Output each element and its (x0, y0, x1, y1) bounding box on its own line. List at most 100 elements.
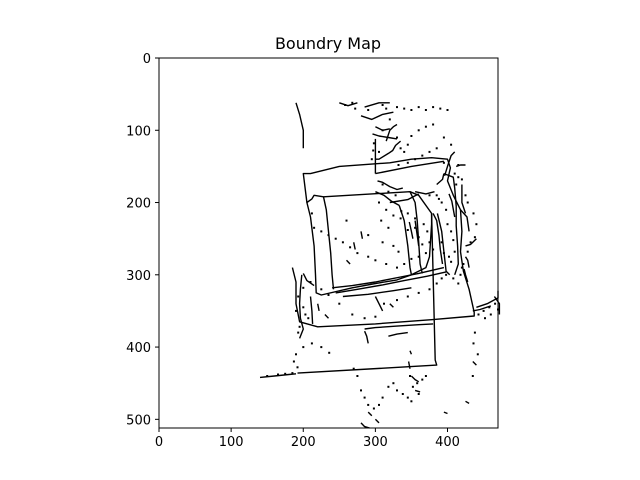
edge-pixel (417, 393, 420, 395)
edge-pixel (356, 252, 359, 255)
edge-line (463, 268, 469, 283)
edge-line (409, 191, 423, 274)
chart-title: Boundry Map (275, 34, 381, 53)
edge-pixel (445, 273, 448, 276)
x-tick-label: 400 (435, 435, 460, 450)
edge-pixel (302, 286, 305, 289)
y-tick-label: 500 (126, 413, 151, 428)
y-tick-label: 300 (126, 269, 151, 284)
edge-pixel (428, 194, 431, 197)
edge-pixel (277, 373, 279, 376)
edge-pixel (374, 259, 377, 262)
edge-pixel (453, 250, 456, 253)
edge-pixel (432, 248, 435, 251)
edge-line (407, 361, 411, 369)
plot-area (158, 57, 501, 429)
edge-pixel (351, 313, 354, 316)
edge-pixel (414, 158, 417, 161)
edge-pixel (310, 212, 313, 215)
edge-pixel (428, 241, 431, 244)
edge-line (298, 274, 304, 339)
edge-pixel (370, 158, 373, 161)
edge-pixel (372, 142, 375, 145)
edge-pixel (297, 331, 300, 334)
edge-pixel (445, 208, 448, 211)
edge-pixel (327, 294, 330, 296)
edge-pixel (410, 135, 413, 137)
edge-pixel (292, 360, 295, 363)
edge-pixel (349, 246, 352, 249)
edge-pixel (450, 260, 453, 263)
edge-line (410, 375, 420, 383)
edge-pixel (363, 317, 366, 320)
edge-pixel (304, 313, 307, 316)
edge-pixel (484, 317, 486, 320)
edge-line (372, 133, 398, 140)
edge-line (363, 330, 369, 344)
edge-pixel (428, 150, 431, 153)
edge-pixel (432, 106, 435, 109)
edge-pixel (457, 176, 460, 179)
edge-pixel (406, 396, 409, 399)
x-tick-label: 100 (219, 435, 244, 450)
edge-line (339, 102, 358, 107)
edge-pixel (460, 266, 463, 269)
y-tick-label: 200 (126, 197, 151, 212)
edge-pixels (259, 101, 501, 429)
edge-pixel (392, 244, 395, 247)
edge-line (295, 102, 304, 149)
edge-line (398, 205, 413, 275)
edge-pixel (435, 282, 438, 285)
edge-pixel (356, 375, 359, 377)
edge-pixel (410, 109, 413, 111)
edge-pixel (471, 375, 474, 377)
edge-pixel (421, 154, 424, 157)
edge-pixel (352, 367, 355, 370)
edge-pixel (469, 241, 472, 244)
edge-pixel (421, 243, 424, 246)
edge-pixel (489, 313, 492, 316)
y-tick-label: 400 (126, 341, 151, 356)
edge-pixel (396, 389, 398, 392)
edge-pixel (297, 295, 300, 298)
edge-line (414, 191, 435, 195)
edge-line (472, 305, 492, 312)
edge-pixel (397, 250, 400, 253)
edge-pixel (313, 226, 316, 229)
edge-pixel (403, 107, 406, 110)
edge-pixel (399, 147, 402, 150)
edge-pixel (394, 194, 397, 197)
edge-pixel (354, 107, 357, 110)
edge-pixel (466, 201, 469, 204)
edge-pixel (320, 288, 323, 291)
edge-pixel (406, 295, 409, 298)
x-tick-label: 0 (155, 435, 163, 450)
edge-pixel (435, 194, 438, 197)
edge-pixel (381, 241, 384, 244)
edge-line (360, 231, 364, 239)
edge-pixel (448, 255, 450, 258)
edge-pixel (432, 123, 435, 126)
edge-pixel (385, 107, 388, 110)
edge-pixel (341, 241, 344, 244)
edge-pixel (424, 375, 427, 377)
edge-line (465, 238, 477, 247)
edge-line (367, 411, 373, 417)
edge-pixel (422, 223, 425, 226)
edge-pixel (442, 136, 445, 139)
edge-pixel (392, 382, 395, 385)
edge-pixel (406, 143, 409, 146)
edge-pixel (406, 212, 409, 215)
edge-line (375, 191, 400, 207)
edge-pixel (381, 183, 384, 186)
edge-line (465, 400, 470, 405)
edge-pixel (367, 234, 370, 237)
edge-pixel (428, 288, 431, 291)
edge-pixel (459, 273, 462, 276)
edge-pixel (440, 201, 443, 204)
edge-pixel (351, 101, 354, 104)
edge-pixel (406, 161, 409, 164)
y-tick-label: 100 (126, 124, 151, 139)
edge-pixel (378, 150, 380, 153)
